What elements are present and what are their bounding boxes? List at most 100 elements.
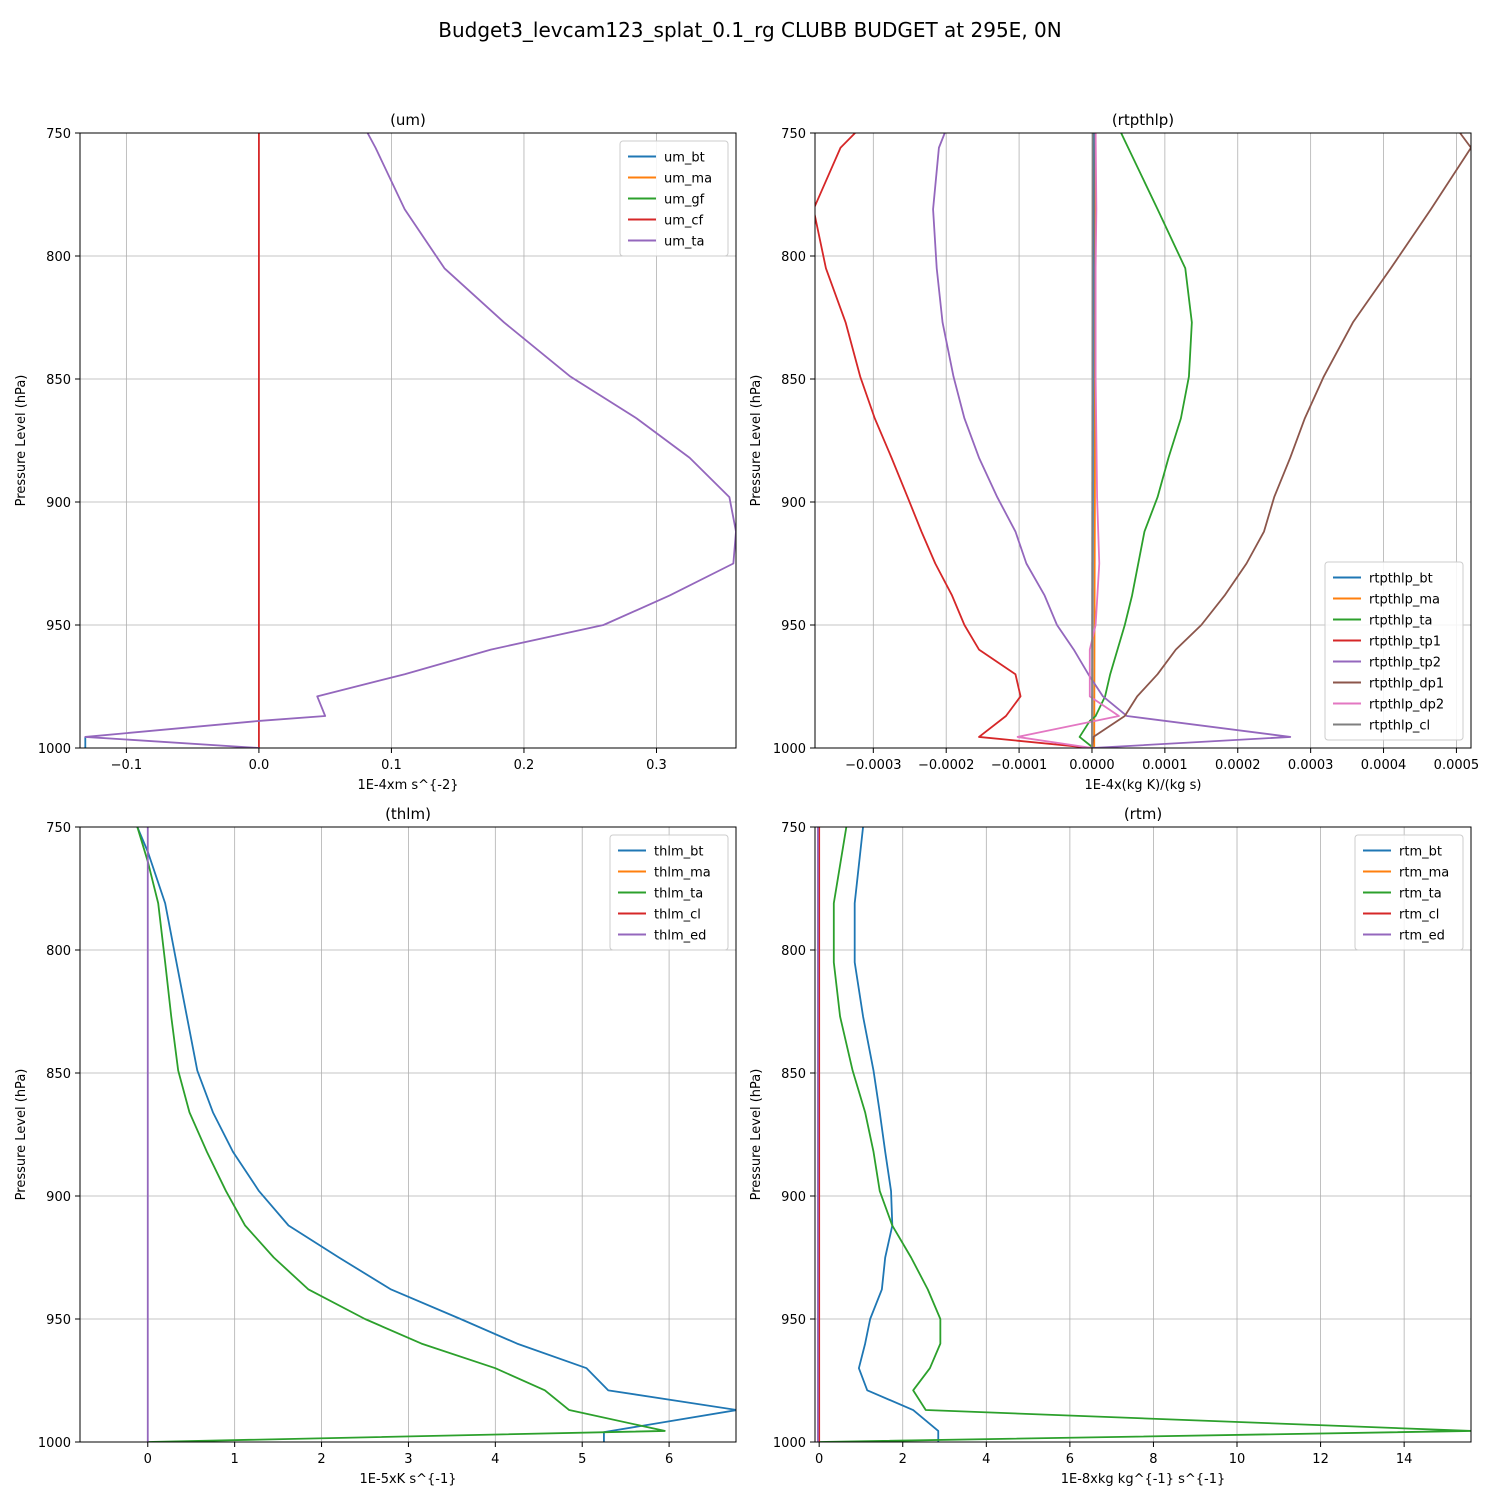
x-tick-label: 0.2 bbox=[514, 758, 535, 773]
panel-title: (rtpthlp) bbox=[1112, 111, 1174, 129]
x-axis-label: 1E-4x(kg K)/(kg s) bbox=[1085, 778, 1202, 793]
legend-entry: rtpthlp_cl bbox=[1369, 719, 1430, 734]
legend-entry: rtm_ta bbox=[1399, 887, 1442, 902]
y-axis-label: Pressure Level (hPa) bbox=[14, 1069, 29, 1201]
x-tick-label: 10 bbox=[1229, 1452, 1246, 1467]
legend: thlm_bt thlm_ma thlm_ta thlm_cl thlm_ed bbox=[609, 834, 729, 951]
series-line-rtpthlp_ta bbox=[1078, 133, 1193, 748]
x-tick-label: 0.1 bbox=[381, 758, 402, 773]
y-tick-label: 900 bbox=[781, 1190, 806, 1205]
y-tick-label: 850 bbox=[46, 373, 71, 388]
legend-entry: um_cf bbox=[664, 214, 704, 229]
series-line-thlm_bt bbox=[136, 827, 736, 1442]
series-line-rtpthlp_tp2 bbox=[932, 133, 1292, 748]
axes-frame bbox=[79, 132, 737, 749]
x-tick-label: 0.0002 bbox=[1215, 758, 1261, 773]
legend-entry: thlm_ta bbox=[654, 887, 703, 902]
legend-entry: rtpthlp_ma bbox=[1369, 593, 1440, 608]
axes-frame bbox=[814, 826, 1472, 1443]
y-tick-label: 850 bbox=[46, 1067, 71, 1082]
legend-box bbox=[1354, 834, 1464, 951]
series-line-rtpthlp_dp1 bbox=[1091, 133, 1471, 748]
x-tick-label: 14 bbox=[1396, 1452, 1413, 1467]
series-line-thlm_ta bbox=[136, 827, 666, 1442]
legend: rtm_bt rtm_ma rtm_ta rtm_cl rtm_ed bbox=[1354, 834, 1464, 951]
legend-entry: rtm_ed bbox=[1399, 929, 1445, 944]
legend-entry: thlm_bt bbox=[654, 845, 703, 860]
y-tick-label: 1000 bbox=[773, 1436, 806, 1451]
legend: rtpthlp_bt rtpthlp_ma rtpthlp_ta rtpthlp_tp… bbox=[1324, 561, 1464, 741]
y-axis-label: Pressure Level (hPa) bbox=[14, 375, 29, 507]
y-tick-label: 800 bbox=[781, 250, 806, 265]
y-tick-label: 750 bbox=[46, 821, 71, 836]
x-tick-label: 8 bbox=[1149, 1452, 1157, 1467]
series-line-rtpthlp_dp2 bbox=[1016, 133, 1120, 748]
x-tick-label: 6 bbox=[1066, 1452, 1074, 1467]
series-line-rtpthlp_cl bbox=[1091, 133, 1094, 748]
legend-entry: rtpthlp_tp1 bbox=[1369, 635, 1441, 650]
legend-entry: thlm_cl bbox=[654, 908, 701, 923]
series-line-rtm_ta bbox=[819, 827, 1471, 1442]
legend: um_bt um_ma um_gf um_cf um_ta bbox=[619, 140, 729, 257]
x-tick-label: −0.0002 bbox=[918, 758, 974, 773]
legend-entry: rtpthlp_dp1 bbox=[1369, 677, 1444, 692]
legend-entry: um_bt bbox=[664, 151, 705, 166]
x-axis-label: 1E-4xm s^{-2} bbox=[357, 778, 458, 793]
series-group bbox=[136, 827, 736, 1442]
x-tick-label: 4 bbox=[982, 1452, 990, 1467]
x-tick-label: 3 bbox=[404, 1452, 412, 1467]
x-tick-label: −0.0001 bbox=[991, 758, 1047, 773]
x-tick-label: 6 bbox=[665, 1452, 673, 1467]
y-tick-label: 950 bbox=[781, 1313, 806, 1328]
panel-title: (rtm) bbox=[1124, 805, 1162, 823]
y-tick-label: 900 bbox=[781, 496, 806, 511]
panel-1: −0.0003 −0.0002 −0.0001 0.0000 0.0001 0.0002 0… bbox=[749, 111, 1479, 793]
x-tick-label: 0 bbox=[144, 1452, 152, 1467]
x-axis-label: 1E-5xK s^{-1} bbox=[360, 1472, 457, 1487]
x-tick-label: 5 bbox=[578, 1452, 586, 1467]
axes-frame bbox=[814, 132, 1472, 749]
y-tick-label: 1000 bbox=[773, 742, 806, 757]
legend-entry: um_ta bbox=[664, 235, 704, 250]
y-tick-label: 900 bbox=[46, 1190, 71, 1205]
x-tick-label: 0.0003 bbox=[1288, 758, 1334, 773]
legend-box bbox=[619, 140, 729, 257]
y-tick-label: 800 bbox=[781, 944, 806, 959]
y-tick-label: 900 bbox=[46, 496, 71, 511]
figure-title: Budget3_levcam123_splat_0.1_rg CLUBB BUD… bbox=[438, 18, 1061, 42]
x-tick-label: 0.3 bbox=[646, 758, 667, 773]
y-tick-label: 750 bbox=[781, 127, 806, 142]
y-tick-label: 950 bbox=[781, 619, 806, 634]
x-tick-label: 0.0005 bbox=[1434, 758, 1480, 773]
x-tick-label: 0.0004 bbox=[1361, 758, 1407, 773]
x-tick-label: 0.0 bbox=[249, 758, 270, 773]
series-line-rtm_bt bbox=[853, 827, 940, 1442]
y-axis-label: Pressure Level (hPa) bbox=[749, 375, 764, 507]
legend-entry: rtm_cl bbox=[1399, 908, 1439, 923]
x-tick-label: 0.0000 bbox=[1069, 758, 1115, 773]
x-axis-label: 1E-8xkg kg^{-1} s^{-1} bbox=[1061, 1472, 1226, 1487]
series-group bbox=[815, 133, 1471, 748]
legend-entry: rtm_ma bbox=[1399, 866, 1449, 881]
y-axis-label: Pressure Level (hPa) bbox=[749, 1069, 764, 1201]
series-line-um_ta bbox=[84, 133, 736, 748]
x-tick-label: 2 bbox=[899, 1452, 907, 1467]
legend-entry: thlm_ed bbox=[654, 929, 706, 944]
legend-entry: rtpthlp_dp2 bbox=[1369, 698, 1444, 713]
legend-entry: rtpthlp_tp2 bbox=[1369, 656, 1441, 671]
y-tick-label: 800 bbox=[46, 944, 71, 959]
panel-2: 0 1 2 3 4 5 6 750 800 850 900 950 1000 (thlm) 1E-5xK s… bbox=[14, 805, 737, 1487]
panel-title: (um) bbox=[390, 111, 426, 129]
x-tick-label: 2 bbox=[317, 1452, 325, 1467]
panels: −0.1 0.0 0.1 0.2 0.37508008509009501000(um)1… bbox=[14, 111, 1479, 1487]
legend-entry: um_gf bbox=[664, 193, 705, 208]
legend-box bbox=[1324, 561, 1464, 741]
x-tick-label: −0.0003 bbox=[845, 758, 901, 773]
x-tick-label: 4 bbox=[491, 1452, 499, 1467]
x-tick-label: −0.1 bbox=[111, 758, 143, 773]
panel-3: 0 2 4 6 8 10 12 14 750 800 850 900 950 1000 (rtm) 1E-8x… bbox=[749, 805, 1472, 1487]
y-tick-label: 750 bbox=[46, 127, 71, 142]
y-tick-label: 950 bbox=[46, 1313, 71, 1328]
y-tick-label: 850 bbox=[781, 373, 806, 388]
